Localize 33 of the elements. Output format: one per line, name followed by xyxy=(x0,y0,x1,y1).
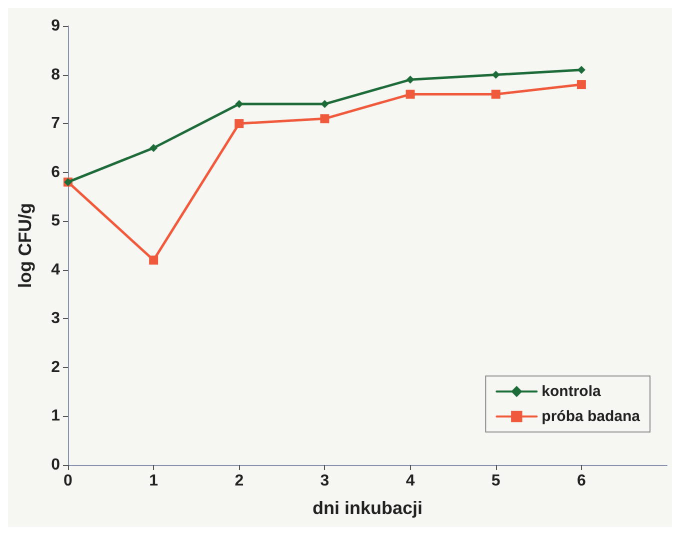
y-tick-label: 0 xyxy=(51,456,60,474)
point xyxy=(406,76,414,84)
y-tick-label: 6 xyxy=(51,164,60,181)
x-tick-label: 0 xyxy=(64,472,73,490)
point xyxy=(235,100,244,108)
point xyxy=(576,80,586,90)
x-tick-label: 6 xyxy=(576,472,586,490)
x-axis-title: dni inkubacji xyxy=(312,498,423,518)
y-axis-title: log CFU/g xyxy=(15,203,35,288)
point xyxy=(406,90,415,99)
point xyxy=(234,119,244,128)
y-tick-label: 9 xyxy=(51,18,60,34)
y-tick-label: 1 xyxy=(51,408,60,425)
x-tick-label: 1 xyxy=(149,472,158,490)
point xyxy=(320,100,329,108)
y-tick-label: 8 xyxy=(51,66,60,84)
y-tick-label: 5 xyxy=(51,212,60,230)
legend-label: kontrola xyxy=(542,383,602,400)
y-tick-label: 3 xyxy=(51,310,60,328)
point xyxy=(491,90,500,99)
point xyxy=(150,144,158,152)
x-tick-label: 2 xyxy=(234,472,244,490)
y-tick-label: 4 xyxy=(51,261,60,278)
point xyxy=(492,70,500,79)
legend-label: próba badana xyxy=(542,408,641,425)
point xyxy=(149,256,158,265)
point xyxy=(320,114,330,124)
x-tick-label: 3 xyxy=(320,472,330,490)
x-tick-label: 4 xyxy=(406,472,415,490)
point xyxy=(577,66,586,74)
y-tick-label: 7 xyxy=(51,115,60,132)
y-tick-label: 2 xyxy=(51,358,60,376)
x-tick-label: 5 xyxy=(491,472,500,490)
